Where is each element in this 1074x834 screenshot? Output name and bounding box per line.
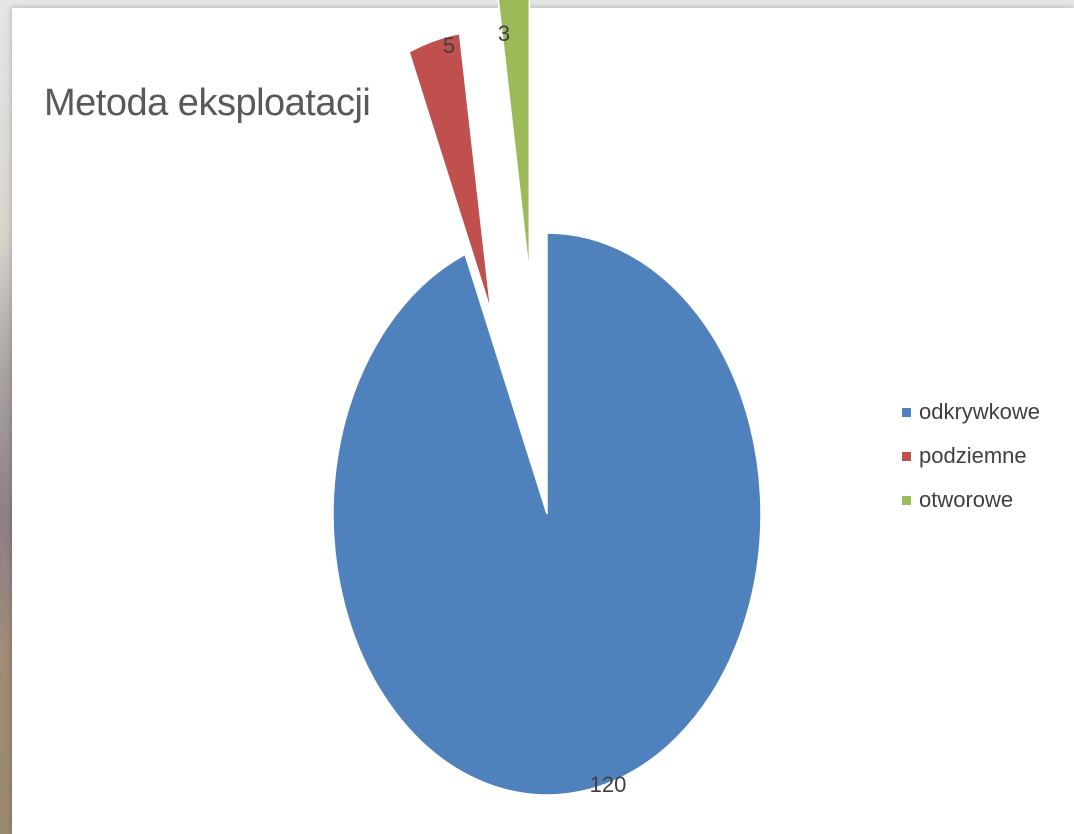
pie-slice-podziemne bbox=[408, 32, 492, 312]
legend-swatch bbox=[902, 495, 911, 505]
pie-slice-otworowe bbox=[497, 0, 531, 275]
data-label-podziemne: 5 bbox=[443, 33, 455, 58]
legend-label: otworowe bbox=[919, 487, 1014, 512]
legend-item-otworowe: otworowe bbox=[902, 478, 1040, 522]
data-label-otworowe: 3 bbox=[498, 21, 510, 46]
chart-legend: odkrywkowe podziemne otworowe bbox=[902, 390, 1040, 522]
chart-title: Metoda eksploatacji bbox=[44, 82, 371, 124]
legend-item-podziemne: podziemne bbox=[902, 434, 1040, 478]
pie-slice-odkrywkowe bbox=[332, 232, 762, 796]
legend-swatch bbox=[902, 451, 911, 461]
legend-label: odkrywkowe bbox=[919, 399, 1041, 424]
legend-item-odkrywkowe: odkrywkowe bbox=[902, 390, 1040, 434]
legend-swatch bbox=[902, 407, 911, 417]
legend-label: podziemne bbox=[919, 443, 1027, 468]
background-photo-strip bbox=[0, 0, 12, 834]
data-label-odkrywkowe: 120 bbox=[590, 772, 627, 797]
